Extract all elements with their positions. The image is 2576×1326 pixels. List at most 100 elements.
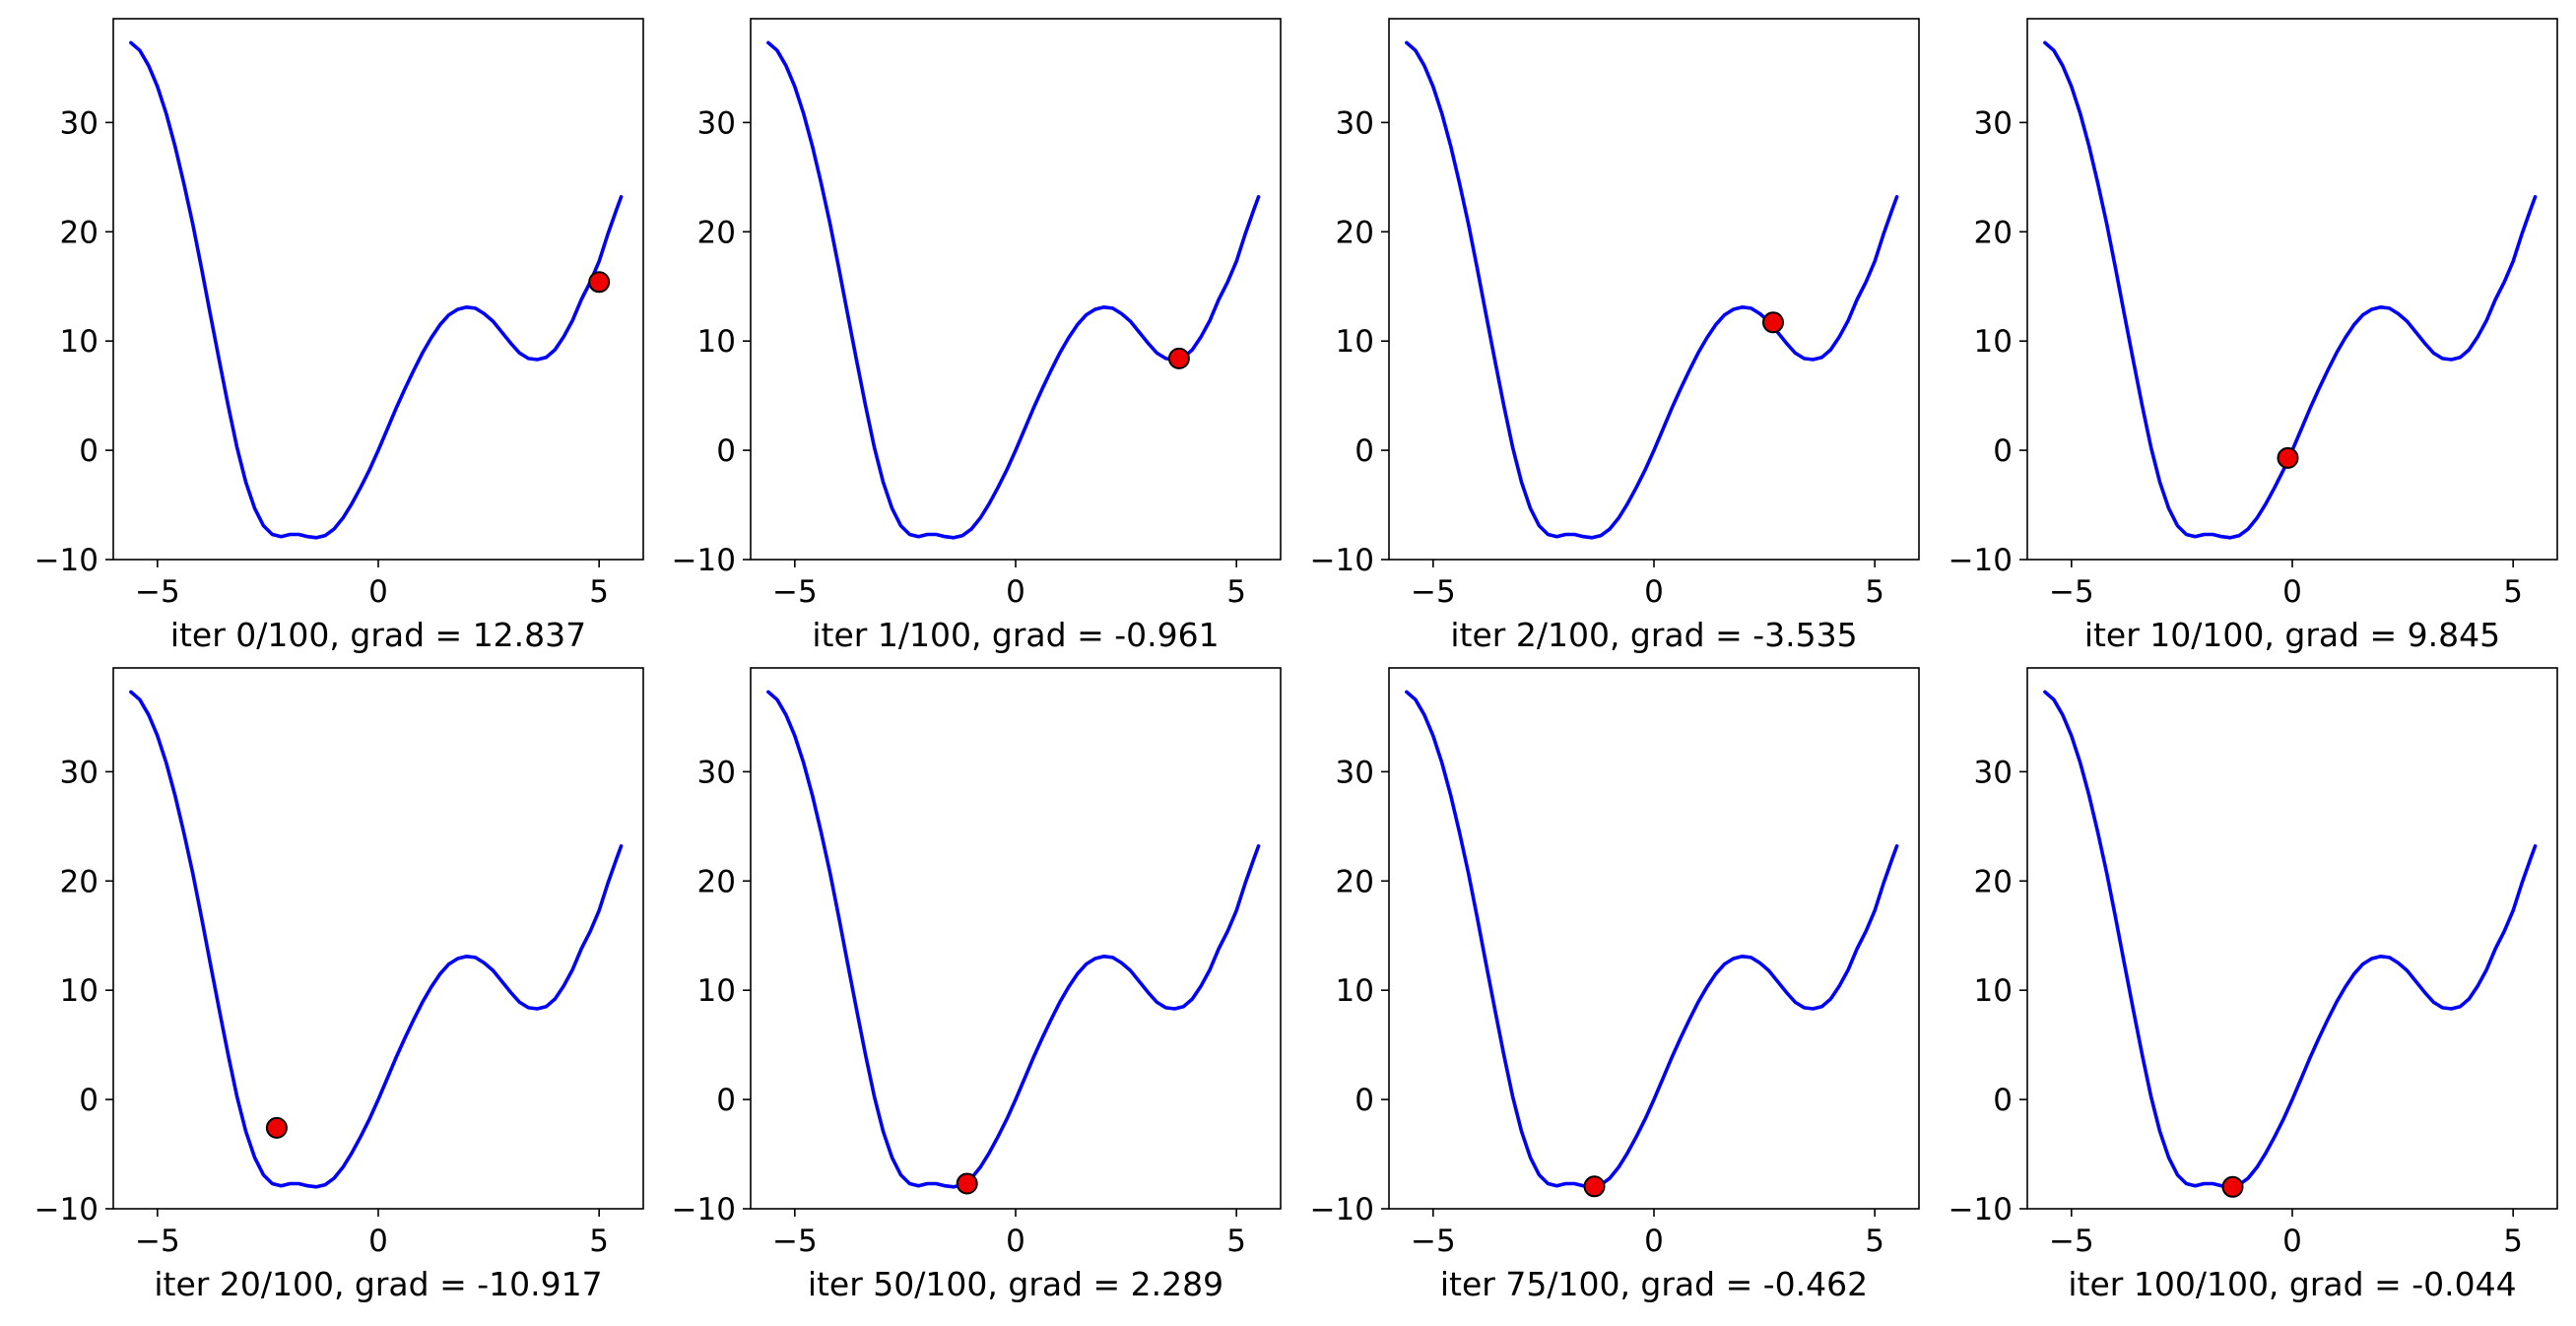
axes-frame [750, 667, 1282, 1210]
current-point-marker [1762, 311, 1784, 334]
y-tick-label: 0 [79, 433, 99, 469]
x-tick-label: −5 [2049, 574, 2094, 610]
y-tick-label: 20 [1336, 864, 1374, 899]
y-tick-label: 10 [60, 973, 99, 1009]
y-tick-label: 0 [716, 433, 736, 469]
current-point-marker [2221, 1175, 2244, 1198]
x-tick-label: −5 [135, 1224, 180, 1259]
subplot-1: −5 0 5 −10 0 10 20 30 iter 0/100, grad = 12.837 [34, 18, 644, 654]
x-tick-label: −5 [772, 574, 818, 610]
x-axis-label: iter 1/100, grad = -0.961 [812, 616, 1219, 654]
subplot-5: −5 0 5 −10 0 10 20 30 iter 20/100, grad = -10.91… [34, 667, 644, 1303]
x-tick-label: 0 [368, 574, 388, 610]
y-tick-label: −10 [672, 1192, 736, 1227]
y-tick-label: 20 [697, 215, 736, 250]
y-tick-label: 0 [1354, 1083, 1374, 1118]
y-tick-label: 30 [60, 105, 99, 141]
current-point-marker [265, 1116, 288, 1139]
x-tick-label: 5 [1226, 1224, 1246, 1259]
y-tick-label: 30 [1336, 755, 1374, 790]
y-tick-label: 30 [697, 105, 736, 141]
y-tick-label: 20 [1974, 215, 2013, 250]
x-axis-label: iter 20/100, grad = -10.917 [154, 1265, 602, 1303]
x-axis-label: iter 75/100, grad = -0.462 [1440, 1265, 1868, 1303]
axes-frame [750, 18, 1282, 561]
x-axis-label: iter 0/100, grad = 12.837 [170, 616, 586, 654]
y-tick-label: 10 [60, 324, 99, 360]
x-tick-label: 0 [2282, 1224, 2302, 1259]
y-tick-label: 10 [1336, 324, 1374, 360]
y-tick-label: 30 [60, 755, 99, 790]
x-tick-label: 5 [2503, 1224, 2523, 1259]
function-curve [2043, 690, 2538, 1189]
axes-frame [112, 18, 644, 561]
function-curve [129, 40, 624, 540]
x-tick-label: 5 [1226, 574, 1246, 610]
y-tick-label: 20 [60, 864, 99, 899]
axes-frame [2026, 18, 2558, 561]
function-curve [129, 690, 624, 1189]
axes-frame [112, 667, 644, 1210]
y-tick-label: 30 [697, 755, 736, 790]
x-tick-label: −5 [2049, 1224, 2094, 1259]
subplot-6: −5 0 5 −10 0 10 20 30 iter 50/100, grad = 2.289 [672, 667, 1282, 1303]
function-curve [766, 690, 1261, 1189]
y-tick-label: 0 [1354, 433, 1374, 469]
subplot-4: −5 0 5 −10 0 10 20 30 iter 10/100, grad = 9.845 [1949, 18, 2558, 654]
y-tick-label: −10 [672, 543, 736, 578]
y-tick-label: 10 [1974, 324, 2013, 360]
y-tick-label: −10 [1949, 543, 2013, 578]
subplot-2: −5 0 5 −10 0 10 20 30 iter 1/100, grad = -0.961 [672, 18, 1282, 654]
x-tick-label: 5 [589, 1224, 609, 1259]
x-tick-label: 5 [589, 574, 609, 610]
y-tick-label: 0 [716, 1083, 736, 1118]
current-point-marker [1583, 1175, 1606, 1198]
x-tick-label: 5 [1865, 1224, 1884, 1259]
y-tick-label: −10 [1310, 543, 1374, 578]
x-axis-label: iter 10/100, grad = 9.845 [2084, 616, 2500, 654]
y-tick-label: −10 [1949, 1192, 2013, 1227]
x-tick-label: 0 [1006, 574, 1025, 610]
current-point-marker [588, 271, 611, 294]
y-tick-label: 10 [1336, 973, 1374, 1009]
x-tick-label: −5 [772, 1224, 818, 1259]
current-point-marker [2277, 446, 2299, 469]
current-point-marker [1167, 347, 1190, 369]
y-tick-label: −10 [1310, 1192, 1374, 1227]
y-tick-label: 10 [1974, 973, 2013, 1009]
y-tick-label: 20 [697, 864, 736, 899]
x-tick-label: −5 [135, 574, 180, 610]
y-tick-label: 20 [1974, 864, 2013, 899]
y-tick-label: −10 [34, 543, 99, 578]
y-tick-label: 10 [697, 973, 736, 1009]
function-curve [766, 40, 1261, 540]
x-axis-label: iter 2/100, grad = -3.535 [1450, 616, 1857, 654]
y-tick-label: 20 [1336, 215, 1374, 250]
x-tick-label: 0 [368, 1224, 388, 1259]
x-tick-label: −5 [1411, 1224, 1456, 1259]
x-tick-label: 0 [2282, 574, 2302, 610]
x-tick-label: 0 [1644, 574, 1664, 610]
y-tick-label: 20 [60, 215, 99, 250]
x-tick-label: −5 [1411, 574, 1456, 610]
x-tick-label: 5 [1865, 574, 1884, 610]
function-curve [1405, 690, 1899, 1189]
current-point-marker [956, 1172, 978, 1195]
y-tick-label: 30 [1974, 105, 2013, 141]
y-tick-label: 30 [1336, 105, 1374, 141]
y-tick-label: 30 [1974, 755, 2013, 790]
y-tick-label: 0 [79, 1083, 99, 1118]
function-curve [1405, 40, 1899, 540]
subplot-8: −5 0 5 −10 0 10 20 30 iter 100/100, grad = -0.04… [1949, 667, 2558, 1303]
x-axis-label: iter 100/100, grad = -0.044 [2068, 1265, 2516, 1303]
y-tick-label: −10 [34, 1192, 99, 1227]
x-tick-label: 0 [1644, 1224, 1664, 1259]
y-tick-label: 0 [1993, 1083, 2013, 1118]
y-tick-label: 10 [697, 324, 736, 360]
subplot-3: −5 0 5 −10 0 10 20 30 iter 2/100, grad = -3.535 [1310, 18, 1920, 654]
x-tick-label: 5 [2503, 574, 2523, 610]
subplot-7: −5 0 5 −10 0 10 20 30 iter 75/100, grad = -0.462 [1310, 667, 1920, 1303]
x-axis-label: iter 50/100, grad = 2.289 [808, 1265, 1223, 1303]
axes-frame [1388, 18, 1920, 561]
